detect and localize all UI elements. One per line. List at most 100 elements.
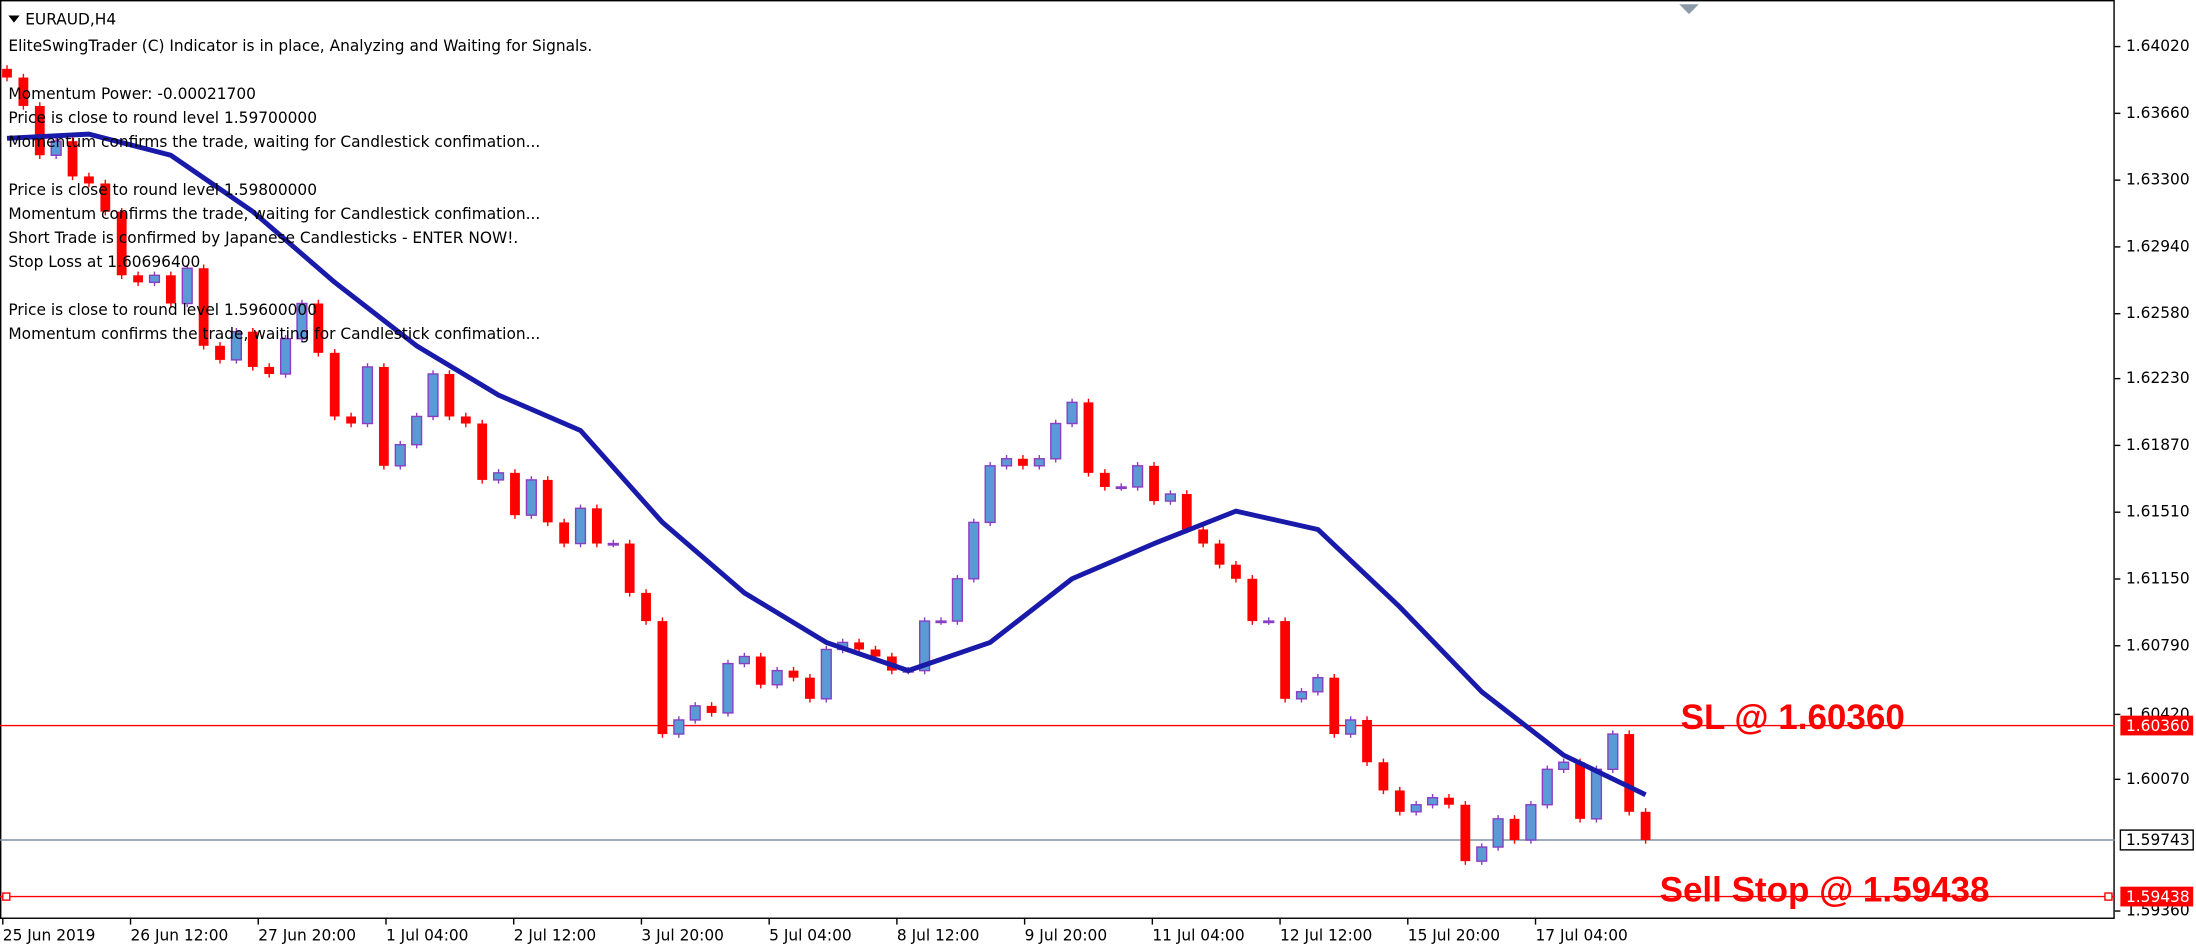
x-tick-label: 25 Jun 2019 bbox=[3, 926, 96, 944]
candle-body bbox=[1575, 762, 1585, 819]
candle-body bbox=[18, 77, 29, 106]
candle-body bbox=[722, 662, 734, 714]
candle-body bbox=[689, 705, 701, 721]
symbol-menu-arrow[interactable] bbox=[8, 15, 20, 23]
plot-area bbox=[0, 65, 2115, 901]
level-price-box bbox=[2120, 886, 2194, 907]
candle-body bbox=[1132, 465, 1144, 488]
candle-body bbox=[460, 416, 471, 424]
info-text: Price is close to round level 1.59700000 bbox=[8, 109, 317, 127]
x-tick-label: 2 Jul 12:00 bbox=[514, 926, 597, 944]
candle-body bbox=[1410, 804, 1422, 813]
candle-body bbox=[1426, 796, 1439, 806]
candle-body bbox=[1099, 472, 1110, 487]
candle-body bbox=[411, 415, 423, 446]
candle-body bbox=[919, 620, 931, 672]
candle-body bbox=[1115, 486, 1127, 490]
y-tick-label: 1.61510 bbox=[2126, 503, 2190, 521]
symbol-label: EURAUD,H4 bbox=[25, 10, 116, 28]
candle-body bbox=[820, 648, 832, 700]
candle-body bbox=[444, 373, 455, 417]
y-tick-label: 1.62230 bbox=[2126, 369, 2190, 387]
candle-body bbox=[133, 275, 143, 283]
x-tick-label: 15 Jul 20:00 bbox=[1408, 926, 1500, 944]
candle-body bbox=[1362, 719, 1372, 763]
x-tick-label: 3 Jul 20:00 bbox=[641, 926, 724, 944]
y-tick-label: 1.63300 bbox=[2126, 171, 2190, 189]
candle-body bbox=[706, 705, 717, 713]
info-text: Momentum Power: -0.00021700 bbox=[8, 85, 256, 103]
candle-body bbox=[607, 542, 619, 546]
candle-body bbox=[1050, 422, 1062, 460]
info-text: EliteSwingTrader (C) Indicator is in pla… bbox=[8, 37, 592, 55]
info-text: Momentum confirms the trade, waiting for… bbox=[8, 133, 540, 151]
candle-body bbox=[1083, 402, 1094, 473]
candle-body bbox=[1541, 768, 1553, 806]
level-price-box bbox=[2119, 829, 2194, 851]
candle-body bbox=[1476, 846, 1488, 862]
candle-body bbox=[492, 472, 505, 481]
candle-body bbox=[591, 508, 602, 544]
candle-body bbox=[1558, 761, 1570, 771]
candle-body bbox=[1231, 564, 1241, 579]
candle-body bbox=[279, 338, 292, 375]
candle-body bbox=[805, 677, 815, 699]
y-tick-label: 1.62940 bbox=[2126, 237, 2190, 255]
candle-body bbox=[771, 669, 783, 686]
level-price-label: 1.59743 bbox=[2126, 831, 2190, 849]
plot-frame bbox=[0, 0, 2115, 919]
x-tick-label: 26 Jun 12:00 bbox=[131, 926, 229, 944]
candle-body bbox=[116, 211, 127, 276]
x-tick-label: 5 Jul 04:00 bbox=[769, 926, 852, 944]
candle-body bbox=[1378, 762, 1389, 791]
candle-body bbox=[346, 416, 357, 424]
candle-body bbox=[264, 366, 275, 374]
candle-body bbox=[1280, 621, 1291, 699]
y-tick-label: 1.60070 bbox=[2126, 770, 2190, 788]
y-tick-label: 1.60790 bbox=[2126, 636, 2190, 654]
level-handle bbox=[2104, 892, 2113, 901]
candle-body bbox=[1018, 458, 1028, 466]
y-tick-label: 1.61150 bbox=[2126, 569, 2190, 587]
candle-body bbox=[935, 620, 947, 624]
x-tick-label: 8 Jul 12:00 bbox=[897, 926, 980, 944]
candle-body bbox=[510, 472, 520, 516]
candle-body bbox=[624, 543, 635, 593]
candle-body bbox=[296, 302, 308, 340]
candle-body bbox=[1394, 790, 1405, 812]
candle-body bbox=[215, 345, 225, 360]
level-price-label: 1.60360 bbox=[2126, 717, 2190, 735]
candle-body bbox=[542, 479, 553, 523]
x-tick-label: 12 Jul 12:00 bbox=[1280, 926, 1372, 944]
candle-body bbox=[1640, 811, 1651, 840]
candle-body bbox=[165, 275, 176, 304]
candle-body bbox=[657, 621, 668, 735]
candle-body bbox=[1164, 493, 1177, 502]
moving-average bbox=[6, 131, 1647, 797]
candle-body bbox=[870, 649, 881, 657]
candle-body bbox=[1444, 797, 1454, 805]
x-tick-label: 27 Jun 20:00 bbox=[258, 926, 356, 944]
candle-body bbox=[394, 443, 406, 467]
candle-body bbox=[968, 521, 980, 580]
candle-body bbox=[1066, 401, 1078, 425]
candle-body bbox=[1033, 458, 1045, 467]
candle-body bbox=[198, 268, 209, 346]
candle-body bbox=[378, 366, 389, 466]
candle-body bbox=[427, 373, 439, 418]
candle-body bbox=[230, 330, 243, 361]
y-tick-label: 1.64020 bbox=[2126, 37, 2190, 55]
level-price-label: 1.59438 bbox=[2126, 888, 2190, 906]
candle-body bbox=[181, 267, 193, 305]
candle-body bbox=[1509, 818, 1520, 840]
y-tick-label: 1.62580 bbox=[2126, 304, 2190, 322]
candle-body bbox=[1624, 734, 1635, 812]
candle-body bbox=[247, 331, 258, 367]
candle-body bbox=[1149, 465, 1159, 502]
level-name: SL @ 1.60360 bbox=[1681, 698, 1905, 737]
info-text: Price is close to round level 1.59600000 bbox=[8, 301, 317, 319]
candle-body bbox=[50, 140, 62, 156]
candle-body bbox=[951, 578, 963, 622]
